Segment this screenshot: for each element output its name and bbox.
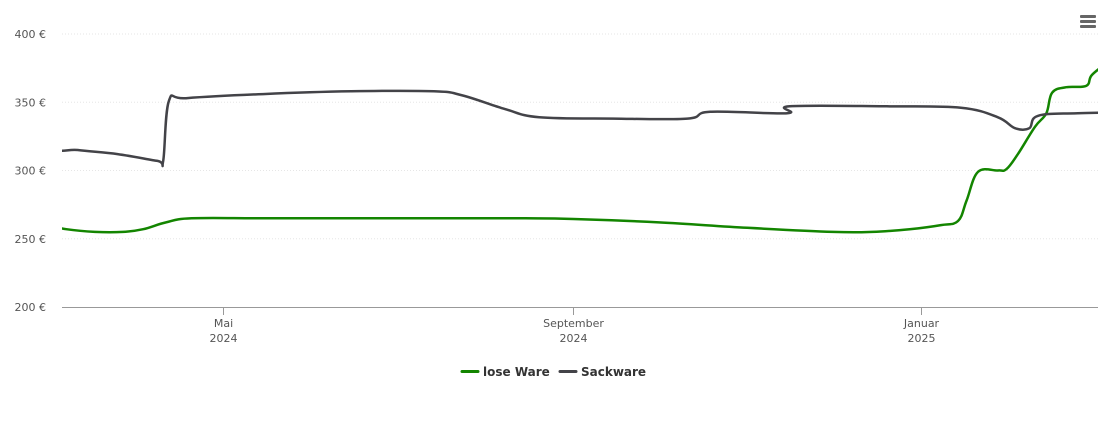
grid-lines — [62, 33, 1098, 240]
series-line-lose-ware[interactable] — [0, 48, 1110, 234]
x-tick-year-label: 2024 — [560, 332, 588, 345]
y-tick-label: 400 € — [15, 28, 47, 41]
y-axis: 200 € 250 € 300 € 350 € 400 € — [15, 28, 47, 314]
hamburger-menu-icon — [1080, 20, 1096, 23]
x-tick-year-label: 2025 — [908, 332, 936, 345]
x-tick-year-label: 2024 — [210, 332, 238, 345]
chart-menu-button[interactable] — [1073, 9, 1103, 35]
legend: lose Ware Sackware — [460, 365, 646, 379]
series-group — [0, 48, 1110, 234]
y-tick-label: 200 € — [15, 301, 47, 314]
x-tick-label: Januar — [903, 317, 940, 330]
y-tick-label: 250 € — [15, 233, 47, 246]
legend-label: lose Ware — [483, 365, 550, 379]
y-tick-label: 300 € — [15, 165, 47, 178]
x-axis: Mai 2024 September 2024 Januar 2025 — [62, 307, 1098, 345]
legend-item-sackware[interactable]: Sackware — [558, 365, 646, 379]
x-tick-label: Mai — [214, 317, 233, 330]
hamburger-menu-icon — [1080, 25, 1096, 28]
legend-item-lose-ware[interactable]: lose Ware — [460, 365, 550, 379]
x-tick-label: September — [543, 317, 604, 330]
y-tick-label: 350 € — [15, 96, 47, 109]
hamburger-menu-icon — [1080, 15, 1096, 18]
series-line-sackware[interactable] — [0, 50, 1110, 168]
legend-label: Sackware — [581, 365, 646, 379]
